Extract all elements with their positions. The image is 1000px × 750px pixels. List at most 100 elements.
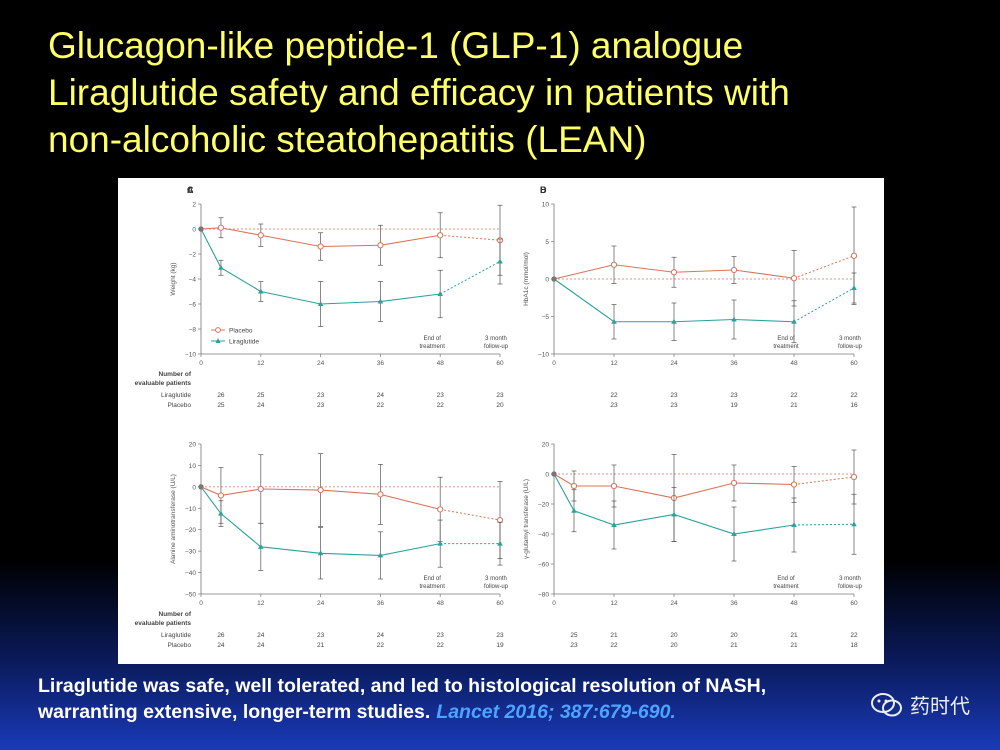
patients-count-liraglutide-c: 26 [217, 632, 225, 639]
y-tick-label-b: 5 [545, 239, 549, 246]
series-line-liraglutide-d [553, 473, 795, 535]
baseline-point-b [551, 276, 557, 282]
x-tick-label-c: 0 [199, 600, 203, 607]
y-axis-label-c: Alanine aminotransferase (U/L) [170, 474, 177, 564]
x-tick-label-c: 36 [377, 600, 385, 607]
patients-count-liraglutide-a: 23 [317, 392, 325, 399]
patients-count-liraglutide-c: 24 [377, 632, 385, 639]
y-axis-label-a: Weight (kg) [170, 262, 177, 295]
data-point-placebo-b [790, 275, 798, 282]
patients-row-label-placebo-a: Placebo [168, 402, 192, 409]
data-point-placebo-c [377, 491, 384, 498]
annotation-follow-up-a: 3 month [485, 336, 507, 342]
data-point-liraglutide-a [497, 258, 503, 264]
series-line-placebo-c [200, 486, 441, 510]
annotation-follow-up-c: follow-up [484, 584, 509, 590]
slide-title: Glucagon-like peptide-1 (GLP-1) analogue… [48, 22, 978, 163]
legend-liraglutide-marker [215, 338, 221, 343]
annotation-follow-up-b: 3 month [839, 336, 861, 342]
x-tick-label-d: 0 [552, 600, 556, 607]
y-tick-label-b: 0 [545, 277, 549, 284]
data-point-liraglutide-d [671, 511, 677, 517]
x-tick-label-c: 12 [257, 600, 265, 607]
conclusion: Liraglutide was safe, well tolerated, an… [38, 673, 978, 725]
annotation-end-of-treatment-d: treatment [773, 584, 799, 590]
y-tick-label-c: −40 [185, 570, 196, 577]
data-point-placebo-b [610, 261, 618, 268]
data-point-liraglutide-a [377, 298, 384, 304]
y-tick-label-a: −10 [185, 352, 196, 359]
series-followup-placebo-c [440, 508, 501, 521]
x-tick-label-d: 12 [610, 600, 618, 607]
panel-label-a: A [187, 185, 194, 195]
y-tick-label-c: −20 [185, 527, 196, 534]
annotation-end-of-treatment-b: End of [777, 336, 795, 342]
x-tick-label-c: 60 [496, 600, 504, 607]
patients-count-liraglutide-b: 23 [730, 392, 738, 399]
data-point-placebo-a [317, 243, 324, 250]
wechat-icon [871, 692, 902, 716]
data-point-liraglutide-a [218, 264, 224, 270]
patients-count-liraglutide-a: 25 [257, 392, 265, 399]
series-line-liraglutide-c [200, 486, 441, 556]
series-followup-liraglutide-b [793, 287, 855, 323]
conclusion-line-1: Liraglutide was safe, well tolerated, an… [38, 675, 767, 697]
y-tick-label-a: 2 [192, 202, 196, 209]
y-tick-label-b: −5 [542, 314, 550, 321]
patients-count-liraglutide-b: 22 [790, 392, 798, 399]
conclusion-line-2: warranting extensive, longer-term studie… [38, 699, 978, 725]
patients-count-placebo-d: 23 [570, 642, 578, 649]
x-tick-label-b: 0 [552, 360, 556, 367]
patients-count-liraglutide-d: 21 [610, 632, 618, 639]
panel-label-b: B [540, 185, 547, 195]
annotation-follow-up-b: follow-up [838, 344, 863, 350]
y-tick-label-c: −10 [185, 506, 196, 513]
data-point-liraglutide-b [791, 318, 797, 324]
y-tick-label-c: −50 [185, 592, 196, 599]
x-tick-label-b: 60 [850, 360, 858, 367]
annotation-end-of-treatment-d: End of [777, 576, 795, 582]
data-point-liraglutide-d [611, 522, 617, 527]
data-point-placebo-a [377, 242, 384, 249]
data-point-liraglutide-a [317, 301, 324, 306]
x-tick-label-b: 36 [730, 360, 738, 367]
data-point-placebo-d [570, 482, 578, 490]
legend-placebo-marker [215, 327, 221, 333]
panel-label-d: D [540, 185, 547, 195]
patients-count-liraglutide-c: 24 [257, 632, 265, 639]
data-point-liraglutide-d [731, 531, 737, 536]
y-tick-label-d: −40 [538, 532, 549, 539]
watermark: 药时代 [870, 690, 970, 719]
patients-count-liraglutide-b: 23 [670, 392, 678, 399]
y-tick-label-b: 10 [542, 202, 550, 209]
patients-count-liraglutide-c: 23 [437, 632, 445, 639]
y-tick-label-b: −10 [538, 352, 549, 359]
patients-count-placebo-b: 23 [610, 402, 618, 409]
patients-count-placebo-d: 18 [850, 642, 858, 649]
y-tick-label-d: 20 [542, 442, 550, 449]
legend-placebo-label: Placebo [229, 328, 253, 335]
patients-header-c: evaluable patients [135, 620, 192, 627]
data-point-liraglutide-b [611, 318, 617, 324]
series-line-placebo-d [553, 473, 795, 499]
patients-count-liraglutide-b: 22 [850, 392, 858, 399]
data-point-placebo-d [610, 482, 618, 490]
y-tick-label-d: −80 [538, 592, 549, 599]
data-point-placebo-b [850, 252, 858, 259]
y-tick-label-d: −20 [538, 502, 549, 509]
patients-count-placebo-a: 24 [257, 402, 265, 409]
annotation-end-of-treatment-b: treatment [773, 344, 799, 350]
conclusion-line-2-text: warranting extensive, longer-term studie… [38, 701, 431, 723]
x-tick-label-d: 48 [790, 600, 798, 607]
x-tick-label-c: 24 [317, 600, 325, 607]
y-axis-label-d: γ-glutamyl transferase (U/L) [523, 479, 530, 559]
patients-count-placebo-a: 23 [317, 402, 325, 409]
patients-row-label-liraglutide-c: Liraglutide [161, 632, 191, 639]
y-tick-label-a: 0 [192, 227, 196, 234]
patients-count-liraglutide-d: 25 [570, 632, 578, 639]
patients-header-a: evaluable patients [135, 380, 192, 387]
x-tick-label-d: 60 [850, 600, 858, 607]
y-tick-label-a: −6 [189, 302, 197, 309]
annotation-follow-up-a: follow-up [484, 344, 509, 350]
